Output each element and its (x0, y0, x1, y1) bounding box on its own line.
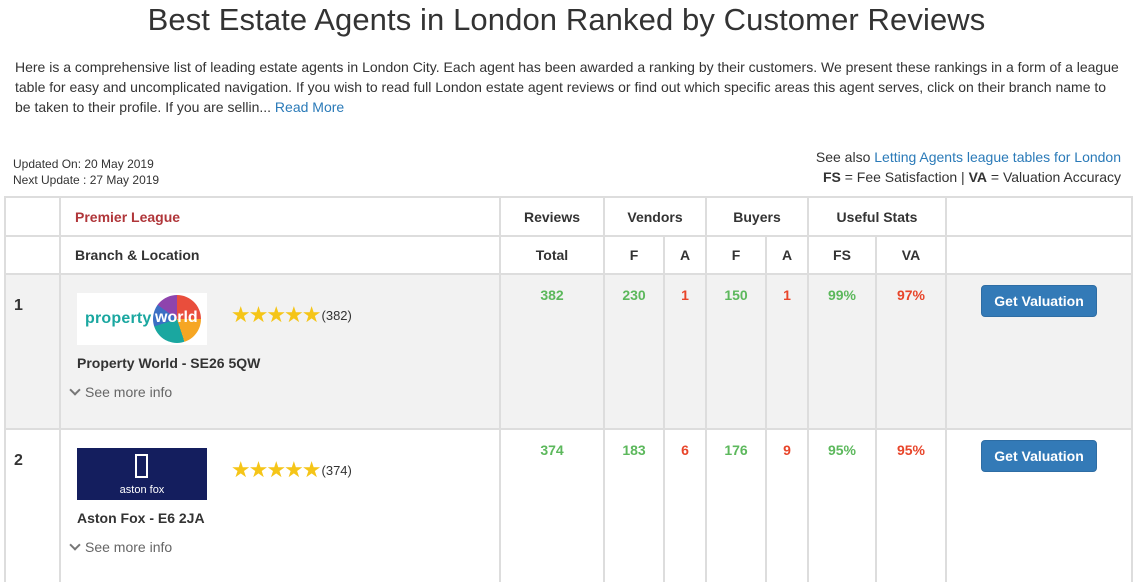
get-valuation-button[interactable]: Get Valuation (981, 440, 1098, 472)
buyer-f: 176 (705, 428, 767, 582)
legend-fs: FS (822, 169, 841, 185)
header-empty (4, 196, 61, 237)
buyer-a: 9 (765, 428, 809, 582)
letting-agents-link[interactable]: Letting Agents league tables for London (874, 149, 1121, 165)
total-reviews: 382 (499, 273, 605, 430)
property-world-logo[interactable]: property world (77, 293, 207, 345)
table-row: 1 property world ★★★★★ (382) Property Wor… (4, 273, 1133, 430)
buyer-a: 1 (765, 273, 809, 430)
door-icon (135, 454, 148, 478)
total-reviews: 374 (499, 428, 605, 582)
premier-league-label: Premier League (75, 208, 181, 225)
buyer-f: 150 (705, 273, 767, 430)
legend-va: VA (968, 169, 988, 185)
legend-va-text: = Valuation Accuracy (987, 169, 1121, 185)
legend-fs-text: = Fee Satisfaction | (840, 169, 969, 185)
aston-fox-logo[interactable]: aston fox (77, 448, 207, 500)
rank: 1 (4, 273, 61, 430)
col-buyer-a: A (765, 235, 809, 275)
col-total: Total (499, 235, 605, 275)
col-buyer-f: F (705, 235, 767, 275)
vendor-a: 6 (663, 428, 707, 582)
header-row-groups: Premier League Reviews Vendors Buyers Us… (4, 196, 1133, 237)
header-row-columns: Branch & Location Total F A F A FS VA (4, 235, 1133, 275)
header-useful-stats: Useful Stats (806, 196, 948, 237)
see-also: See also Letting Agents league tables fo… (816, 147, 1121, 187)
col-fs: FS (807, 235, 877, 275)
review-count: (382) (321, 308, 352, 323)
table-row: 2 aston fox ★★★★★ (374) Aston Fox - E6 2J… (4, 428, 1133, 582)
rating: ★★★★★ (374) (231, 459, 352, 481)
legend: FS = Fee Satisfaction | VA = Valuation A… (816, 167, 1121, 187)
intro-paragraph: Here is a comprehensive list of leading … (15, 57, 1120, 117)
vendor-f: 183 (603, 428, 665, 582)
rank: 2 (4, 428, 61, 582)
logo-circle (153, 295, 201, 343)
logo-text: property (85, 310, 152, 327)
league-table: Premier League Reviews Vendors Buyers Us… (4, 196, 1133, 582)
header-buyers: Buyers (705, 196, 809, 237)
review-count: (374) (321, 463, 352, 478)
col-va: VA (874, 235, 948, 275)
page-title: Best Estate Agents in London Ranked by C… (147, 2, 986, 37)
intro-text: Here is a comprehensive list of leading … (15, 59, 1119, 115)
star-icons: ★★★★★ (230, 302, 322, 327)
see-more-info-toggle[interactable]: See more info (67, 539, 499, 555)
update-info: Updated On: 20 May 2019 Next Update : 27… (13, 156, 159, 188)
header-action (945, 196, 1133, 237)
vendor-a: 1 (663, 273, 707, 430)
header-vendors: Vendors (603, 196, 707, 237)
fee-satisfaction: 99% (807, 273, 877, 430)
star-icons: ★★★★★ (230, 457, 322, 482)
chevron-down-icon (69, 539, 81, 551)
see-also-prefix: See also (815, 149, 871, 165)
valuation-accuracy: 97% (874, 273, 948, 430)
rating: ★★★★★ (382) (231, 304, 352, 326)
logo-text-world: world (155, 309, 198, 326)
see-more-info-toggle[interactable]: See more info (67, 384, 499, 400)
updated-on: Updated On: 20 May 2019 (13, 157, 154, 171)
valuation-accuracy: 95% (874, 428, 948, 582)
get-valuation-button[interactable]: Get Valuation (981, 285, 1098, 317)
see-more-label: See more info (85, 384, 173, 400)
fee-satisfaction: 95% (807, 428, 877, 582)
vendor-f: 230 (603, 273, 665, 430)
see-more-label: See more info (85, 539, 173, 555)
branch-name-link[interactable]: Property World - SE26 5QW (77, 355, 261, 371)
chevron-down-icon (69, 384, 81, 396)
read-more-link[interactable]: Read More (274, 99, 345, 115)
col-vendor-a: A (663, 235, 707, 275)
logo-text: aston fox (119, 484, 165, 496)
header-reviews: Reviews (499, 196, 605, 237)
branch-name-link[interactable]: Aston Fox - E6 2JA (77, 510, 205, 526)
col-branch: Branch & Location (59, 235, 501, 275)
next-update: Next Update : 27 May 2019 (13, 173, 160, 187)
col-vendor-f: F (603, 235, 665, 275)
